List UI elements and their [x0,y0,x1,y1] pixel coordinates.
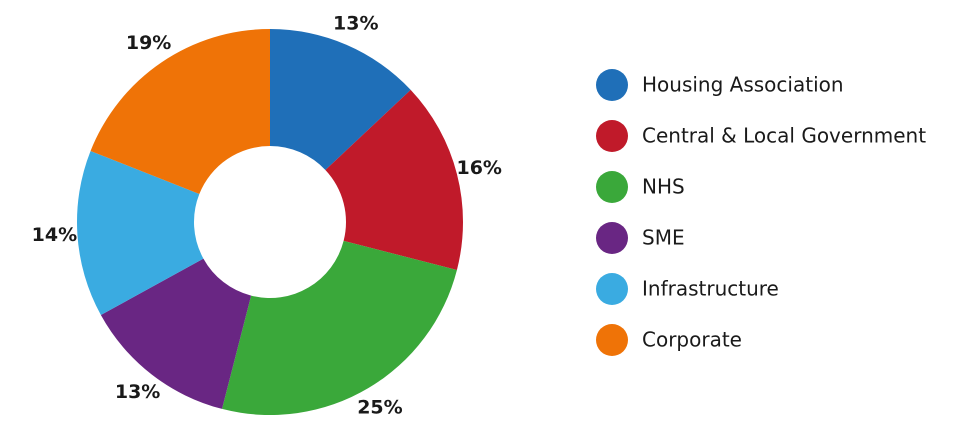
legend-swatch [596,171,628,203]
donut-slice [77,150,204,315]
donut-slice [270,29,411,170]
value-label: 13% [115,381,160,403]
value-label: 16% [456,157,501,179]
legend-label: SME [642,226,685,250]
legend-swatch [596,120,628,152]
legend-swatch [596,69,628,101]
value-label: 13% [333,12,378,34]
value-label: 25% [357,396,402,418]
value-label: 14% [32,224,77,246]
legend-label: Corporate [642,328,742,352]
value-label: 19% [126,32,171,54]
donut-slice [100,258,252,409]
legend-label: Housing Association [642,73,844,97]
legend-label: Central & Local Government [642,124,926,148]
legend-swatch [596,222,628,254]
legend-swatch [596,324,628,356]
legend-label: Infrastructure [642,277,779,301]
donut-slice [90,28,271,195]
legend-swatch [596,273,628,305]
legend-label: NHS [642,175,685,199]
donut-slice [325,89,463,270]
donut-slice [222,240,457,415]
